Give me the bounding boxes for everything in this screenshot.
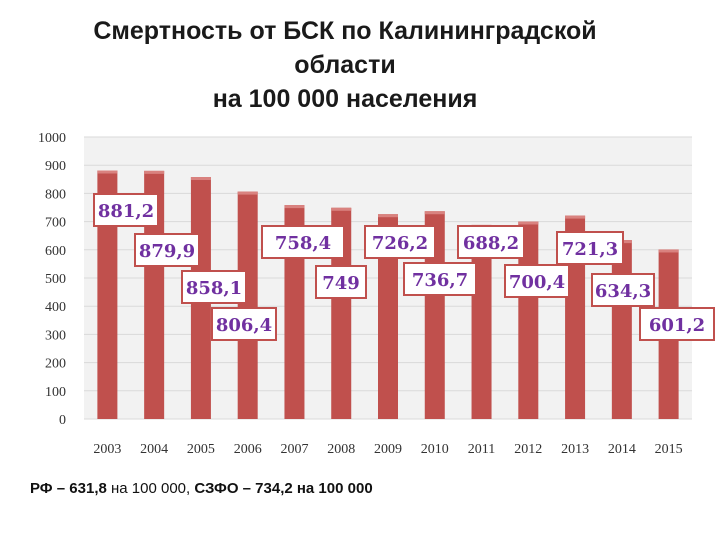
data-label: 726,2: [372, 233, 428, 254]
footnote-szfo: СЗФО – 734,2 на 100 000: [190, 480, 373, 497]
bar: [144, 170, 165, 419]
y-tick-label: 300: [45, 328, 66, 343]
chart-title: Смертность от БСК по Калининградской обл…: [0, 14, 690, 116]
data-label-box: [556, 231, 624, 265]
data-label: 881,2: [98, 201, 154, 222]
x-tick-label: 2013: [561, 442, 589, 457]
bar-top: [565, 215, 586, 219]
data-label: 806,4: [216, 315, 272, 336]
data-label-box: [364, 225, 436, 259]
data-label: 688,2: [463, 233, 519, 254]
title-line-2: области: [294, 51, 396, 79]
y-tick-label: 500: [45, 272, 66, 287]
data-label: 879,9: [139, 241, 195, 262]
data-label: 858,1: [186, 278, 242, 299]
bar: [237, 191, 258, 419]
data-label: 758,4: [275, 233, 331, 254]
bar-top: [424, 211, 445, 215]
data-label-box: [403, 262, 477, 296]
x-tick-label: 2009: [374, 442, 402, 457]
data-label: 721,3: [562, 239, 618, 260]
x-tick-label: 2015: [655, 442, 683, 457]
data-label-box: [457, 225, 525, 259]
data-label-box: [504, 264, 570, 298]
footnote-rf: РФ – 631,8: [30, 480, 107, 497]
x-tick-label: 2003: [93, 442, 121, 457]
bar: [565, 215, 586, 419]
y-tick-label: 1000: [38, 131, 66, 146]
bar: [331, 207, 352, 419]
data-label: 736,7: [412, 270, 468, 291]
bar-top: [144, 170, 165, 174]
footnote: РФ – 631,8 на 100 000, СЗФО – 734,2 на 1…: [30, 480, 373, 497]
data-label-box: [639, 307, 715, 341]
footnote-rf-unit: на 100 000,: [106, 480, 191, 497]
bar-top: [518, 221, 539, 225]
data-label-box: [211, 307, 277, 341]
data-label-box: [181, 270, 247, 304]
data-label: 700,4: [509, 272, 565, 293]
y-tick-label: 0: [59, 413, 66, 428]
title-line-3: на 100 000 населения: [212, 85, 478, 113]
data-label: 601,2: [649, 315, 705, 336]
data-label-box: [591, 273, 655, 307]
data-label-box: [315, 265, 367, 299]
bar-top: [378, 214, 398, 218]
x-tick-label: 2007: [280, 442, 308, 457]
x-tick-label: 2006: [234, 442, 262, 457]
x-tick-label: 2004: [140, 442, 168, 457]
bar: [97, 170, 118, 419]
data-label-box: [93, 193, 159, 227]
data-label: 634,3: [595, 281, 651, 302]
bar-top: [331, 207, 352, 211]
x-tick-label: 2012: [514, 442, 542, 457]
x-tick-label: 2010: [421, 442, 449, 457]
y-tick-label: 800: [45, 187, 66, 202]
data-label: 749: [322, 273, 360, 294]
y-tick-label: 900: [45, 159, 66, 174]
x-tick-label: 2005: [187, 442, 215, 457]
bar: [611, 240, 632, 419]
bar-top: [237, 191, 258, 195]
data-label-box: [261, 225, 345, 259]
x-tick-label: 2011: [468, 442, 495, 457]
bar-top: [97, 170, 118, 174]
bar-top: [190, 177, 211, 181]
y-tick-label: 100: [45, 385, 66, 400]
y-tick-label: 700: [45, 216, 66, 231]
title-line-1: Смертность от БСК по Калининградской: [93, 17, 597, 45]
x-tick-label: 2014: [608, 442, 636, 457]
y-tick-label: 400: [45, 300, 66, 315]
y-tick-label: 200: [45, 357, 66, 372]
data-label-box: [134, 233, 200, 267]
bar: [378, 214, 398, 419]
x-tick-label: 2008: [327, 442, 355, 457]
y-tick-label: 600: [45, 244, 66, 259]
bar-top: [284, 205, 305, 209]
bar-top: [658, 249, 679, 253]
